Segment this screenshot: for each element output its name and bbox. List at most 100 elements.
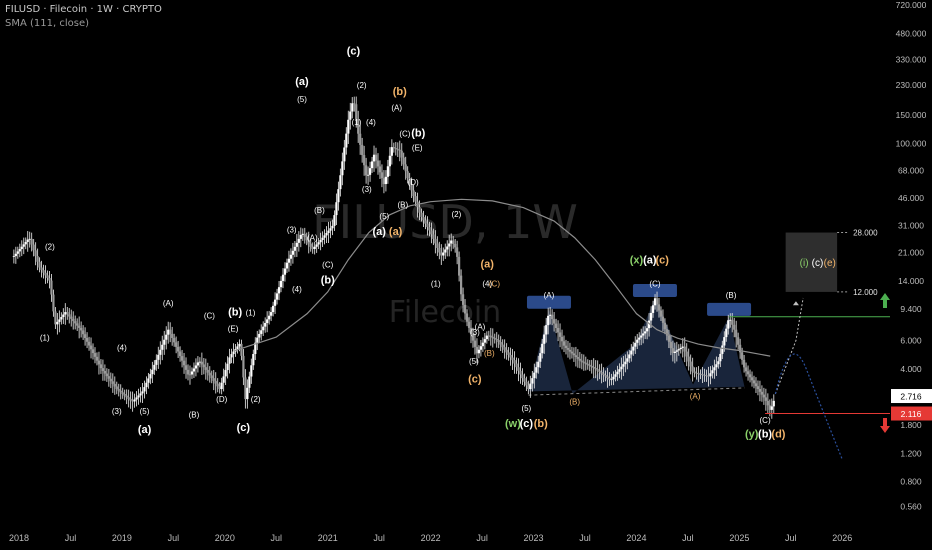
candle-body [564,345,568,349]
watermark-name: Filecoin [389,295,501,330]
candle-body [95,356,99,361]
candle-body [750,377,754,381]
candle-body [634,342,637,347]
candle-body [14,253,17,257]
candle-body [665,329,669,336]
time-axis[interactable]: 2018 Jul 2019 Jul 2020 Jul 2021 Jul 2022 Jul 2023 J… [9,533,852,543]
candle-body [103,370,106,374]
candle-body [707,375,710,377]
candle-body [333,215,336,226]
candle-body [487,335,490,337]
candle-body [56,321,59,325]
candle-body [327,230,330,233]
candle-body [760,391,764,395]
candle-body [733,324,736,330]
candle-body [212,378,215,381]
candle-body [230,354,233,358]
target-box [785,232,838,292]
candle-body [317,242,320,245]
candle-body [301,233,304,235]
candle-body [456,247,459,257]
wave-label: (2) [251,395,261,404]
candle-body [440,252,443,256]
candle-body [446,246,449,250]
candle-body [238,343,241,347]
candle-body [517,367,520,371]
candle-body [444,249,447,253]
candle-body [622,364,625,367]
candle-body [553,319,556,324]
candle-body [742,359,746,368]
candle-body [655,298,659,305]
candle-body [202,364,205,368]
candle-body [147,378,150,383]
candle-body [141,391,144,394]
candle-body [242,355,245,378]
wave-label: (y) [745,429,759,441]
neckline [528,387,745,396]
wave-label: (a) [372,226,386,238]
candle-body [693,371,696,373]
candle-body [588,364,591,366]
candle-body [127,397,130,399]
candle-body [289,254,293,259]
candle-body [182,360,186,366]
candle-body [115,386,118,390]
candle-body [545,325,548,335]
candle-body [436,243,439,248]
candle-body [461,294,465,305]
price-tick-label: 330.000 [896,55,927,65]
candle-body [675,350,678,352]
candle-body [578,358,581,361]
candle-body [663,322,667,330]
candle-body [608,377,611,380]
candle-body [642,333,645,336]
candle-body [236,346,239,349]
candle-body [323,235,326,238]
time-tick-label: Jul [682,533,694,543]
candle-body [111,381,114,384]
price-tick-label: 230.000 [896,80,927,90]
candle-body [562,341,566,346]
wave-label: (C) [322,261,333,270]
candle-body [341,161,344,176]
price-tick-label: 6.000 [900,335,922,345]
target-wave-label: (i) [800,258,809,269]
candle-body [527,385,530,390]
candle-body [469,327,473,335]
candle-body [677,349,680,351]
candle-body [180,356,184,361]
candle-body [331,225,334,229]
candle-body [580,360,583,362]
projection-up [774,297,804,395]
candle-body [357,118,360,134]
up-arrow-icon [880,293,890,308]
price-tick-label: 1.200 [900,448,922,458]
candle-body [307,240,310,244]
candle-body [475,346,479,354]
candle-body [83,334,87,338]
wave-label: (3) [470,328,480,337]
wave-label: (1) [40,333,50,342]
candle-body [382,178,386,185]
candle-body [20,246,23,250]
candle-body [214,380,217,384]
price-axis[interactable]: 720.000 480.000 330.000 230.000 150.000 100.0… [890,0,932,550]
candle-body [554,323,558,329]
candle-body [329,228,332,231]
projection-down [774,353,843,460]
wave-label: (4) [482,279,492,288]
candle-body [40,267,43,271]
sma-line [234,198,771,357]
candle-body [216,383,219,387]
candle-body [105,373,108,377]
candle-body [386,166,389,177]
candle-body [226,363,229,371]
wave-label: (a) [138,424,152,436]
candle-body [153,364,156,370]
candle-body [372,154,376,162]
candle-body [264,323,267,327]
candle-body [192,368,196,372]
candle-body [428,227,431,231]
